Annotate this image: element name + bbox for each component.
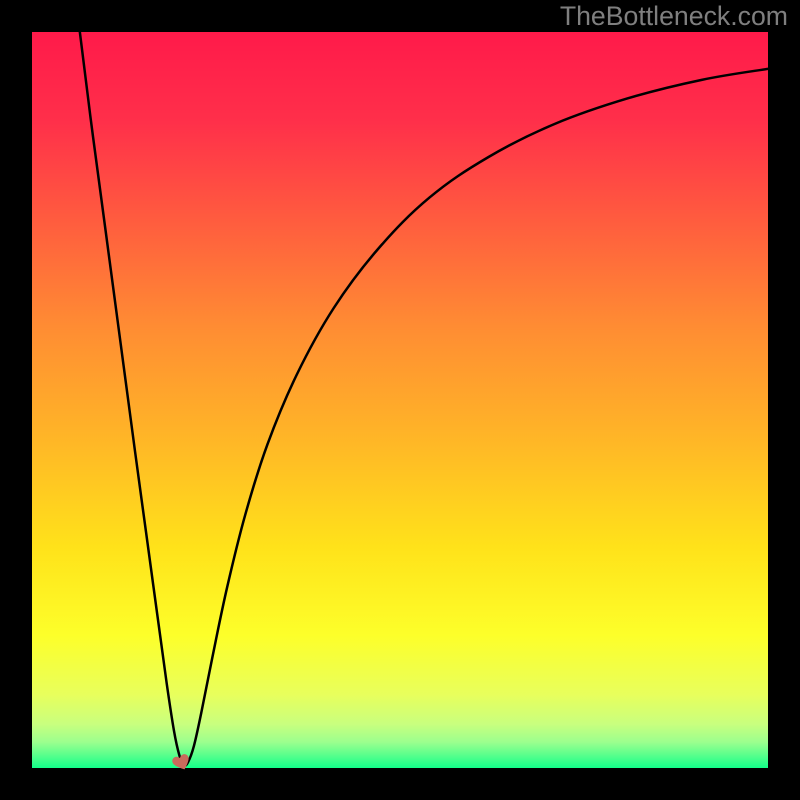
heart-icon bbox=[171, 750, 193, 777]
plot-area bbox=[32, 32, 768, 768]
watermark-text: TheBottleneck.com bbox=[560, 1, 788, 32]
heart-icon-svg bbox=[171, 750, 193, 772]
bottleneck-curve bbox=[32, 32, 768, 768]
